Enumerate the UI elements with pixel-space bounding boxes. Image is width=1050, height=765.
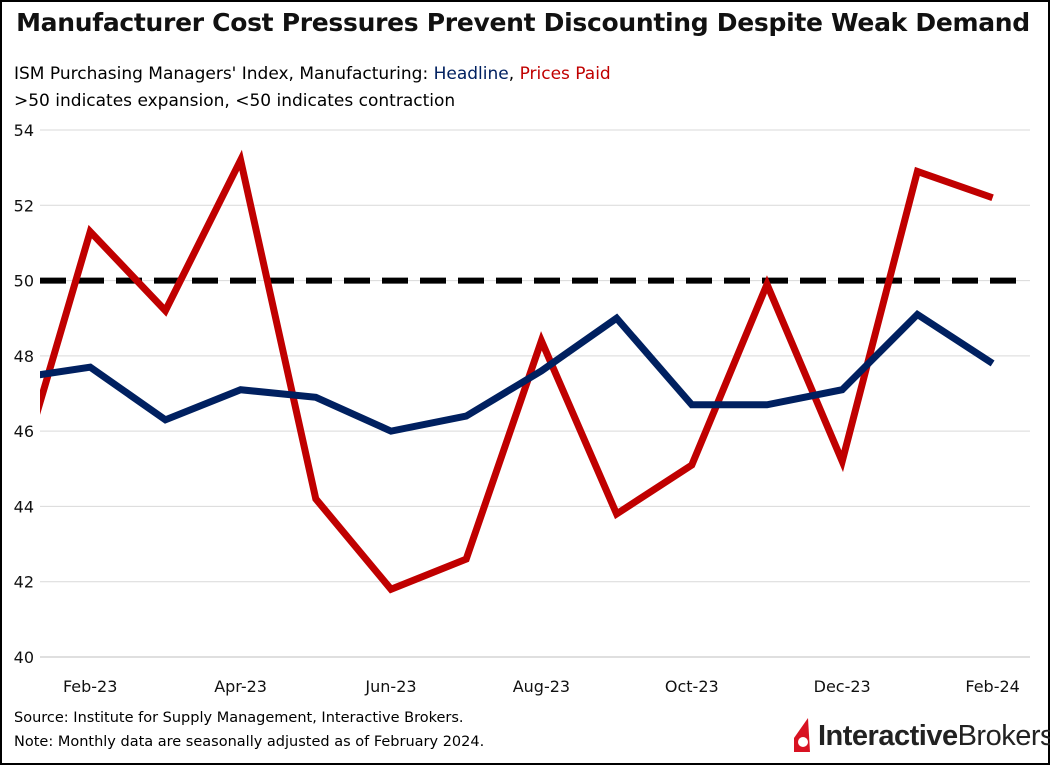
y-tick-label: 54: [14, 121, 34, 140]
series-label-headline: Headline: [433, 64, 509, 84]
y-tick-label: 50: [14, 272, 34, 291]
chart-subtitle: ISM Purchasing Managers' Index, Manufact…: [14, 64, 611, 84]
y-tick-label: 48: [14, 347, 34, 366]
chart-subtitle-line2: >50 indicates expansion, <50 indicates c…: [14, 91, 456, 111]
interactive-brokers-logo: Interactive Brokers: [790, 718, 1050, 754]
source-note: Source: Institute for Supply Management,…: [14, 710, 464, 726]
logo-text-brokers: Brokers: [957, 719, 1050, 752]
chart-title: Manufacturer Cost Pressures Prevent Disc…: [16, 8, 1030, 37]
x-tick-label: Dec-23: [814, 677, 871, 696]
y-tick-label: 40: [14, 648, 34, 667]
x-tick-label: Feb-23: [63, 677, 117, 696]
series-line-headline: [40, 309, 995, 435]
x-tick-label: Oct-23: [665, 677, 719, 696]
series-label-prices-paid: Prices Paid: [519, 64, 611, 84]
x-tick-label: Aug-23: [513, 677, 570, 696]
y-tick-label: 42: [14, 573, 34, 592]
y-tick-label: 52: [14, 196, 34, 215]
x-tick-label: Feb-24: [965, 677, 1019, 696]
y-tick-label: 44: [14, 497, 34, 516]
series-line-prices-paid: [40, 149, 994, 594]
subtitle-prefix: ISM Purchasing Managers' Index, Manufact…: [14, 64, 434, 84]
logo-text-interactive: Interactive: [818, 719, 958, 752]
ib-logo-icon: [794, 718, 810, 752]
y-tick-label: 46: [14, 422, 34, 441]
data-note: Note: Monthly data are seasonally adjust…: [14, 734, 485, 750]
x-tick-label: Jun-23: [364, 677, 416, 696]
x-tick-label: Apr-23: [214, 677, 267, 696]
subtitle-separator: ,: [508, 64, 520, 84]
